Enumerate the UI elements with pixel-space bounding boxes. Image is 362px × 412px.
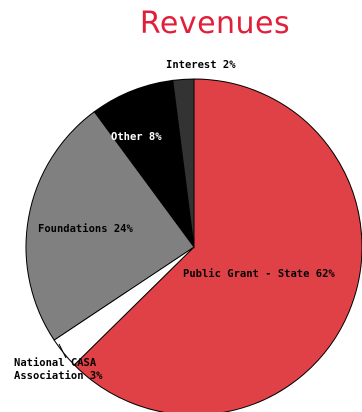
pie-slice-2 (25, 111, 195, 341)
pie-label-4: Interest 2% (166, 59, 236, 71)
pie-slices (25, 78, 362, 412)
pie-slice-4 (172, 78, 195, 248)
leader-line (58, 343, 67, 359)
chart-title: Revenues (139, 6, 291, 41)
pie-label-3: Other 8% (111, 131, 162, 143)
pie-slice-0 (73, 78, 362, 412)
pie-labels: Public Grant - State 62% National CASA Ass… (14, 59, 335, 382)
pie-label-2: Foundations 24% (38, 223, 134, 235)
pie-label-1: National CASA Association 3% (14, 357, 103, 382)
pie-label-0: Public Grant - State 62% (183, 268, 335, 280)
